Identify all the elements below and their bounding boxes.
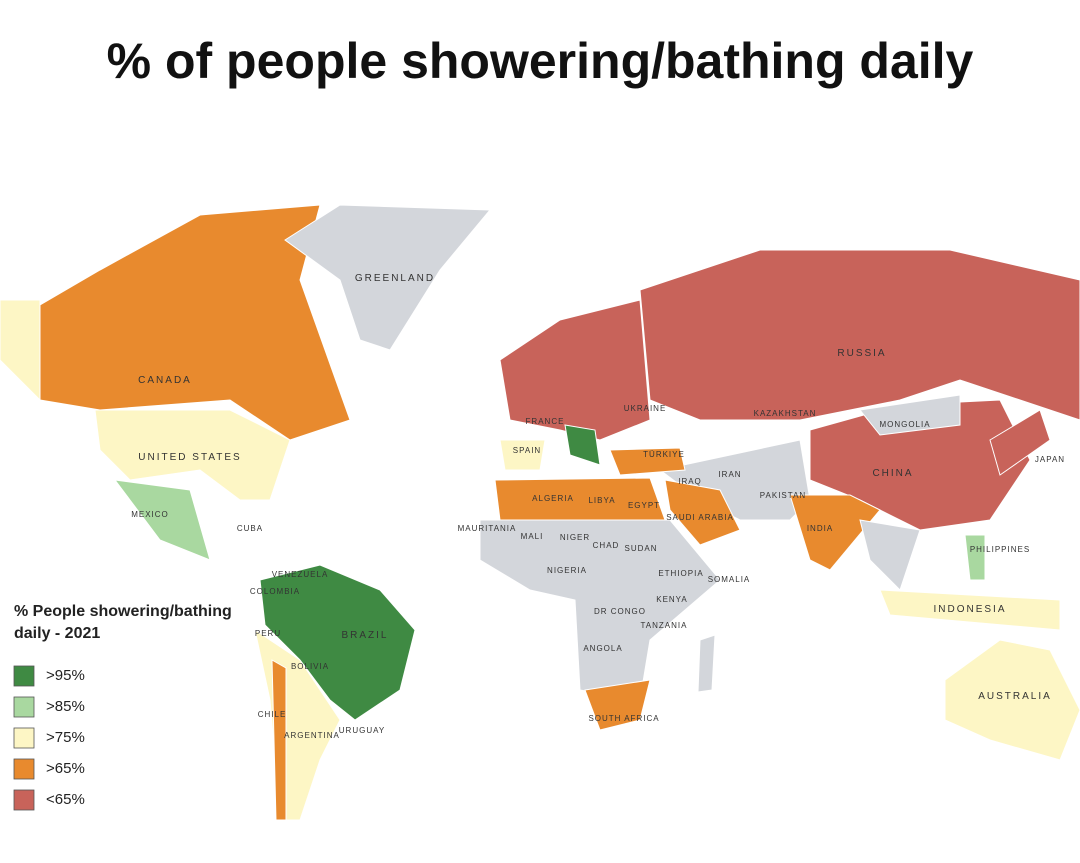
north-africa (494, 477, 666, 521)
country-label: RUSSIA (837, 348, 886, 359)
country-label: KAZAKHSTAN (754, 409, 817, 418)
country-label: ETHIOPIA (658, 569, 703, 578)
country-label: PAKISTAN (760, 491, 806, 500)
country-label: MEXICO (131, 510, 169, 519)
legend-title: daily - 2021 (14, 625, 100, 642)
country-label: AUSTRALIA (978, 691, 1052, 702)
country-label: IRAQ (678, 477, 702, 486)
country-label: URUGUAY (339, 726, 385, 735)
country-label: CHILE (258, 710, 287, 719)
greenland (284, 204, 492, 351)
brazil (259, 564, 416, 721)
country-label: ANGOLA (583, 644, 622, 653)
saudi-arabia (664, 479, 741, 546)
land (0, 204, 1080, 821)
map-title: % of people showering/bathing daily (107, 33, 974, 89)
madagascar (697, 634, 716, 693)
country-label: PERU (255, 629, 281, 638)
legend-title: % People showering/bathing (14, 603, 232, 620)
country-label: CUBA (237, 524, 263, 533)
indonesia (879, 589, 1061, 631)
country-labels: GREENLAND CANADA UNITED STATES MEXICO CUBA VE… (131, 273, 1065, 740)
legend: % People showering/bathing daily - 2021 >9… (13, 603, 232, 811)
legend-label: <65% (46, 791, 85, 808)
legend-label: >65% (46, 760, 85, 777)
mongolia (859, 394, 961, 436)
country-label: SPAIN (513, 446, 541, 455)
country-label: CHAD (593, 541, 620, 550)
legend-label: >75% (46, 729, 85, 746)
country-label: SOMALIA (708, 575, 751, 584)
country-label: KENYA (656, 595, 688, 604)
legend-swatch (13, 696, 35, 718)
country-label: SOUTH AFRICA (588, 714, 659, 723)
country-label: PHILIPPINES (970, 545, 1030, 554)
turkiye (609, 447, 686, 476)
country-label: TÜRKIYE (643, 450, 685, 459)
country-label: INDIA (807, 524, 833, 533)
mexico (113, 479, 211, 561)
country-label: BRAZIL (341, 630, 388, 641)
country-label: FRANCE (526, 417, 565, 426)
country-label: CHINA (872, 468, 913, 479)
legend-swatch (13, 727, 35, 749)
philippines (964, 534, 986, 581)
country-label: GREENLAND (355, 273, 435, 284)
country-label: JAPAN (1035, 455, 1065, 464)
country-label: SUDAN (624, 544, 657, 553)
country-label: UNITED STATES (138, 452, 241, 463)
country-label: ARGENTINA (284, 731, 340, 740)
india (789, 494, 881, 571)
italy (564, 424, 601, 466)
south-africa (584, 679, 651, 731)
country-label: TANZANIA (641, 621, 688, 630)
country-label: BOLIVIA (291, 662, 329, 671)
country-label: VENEZUELA (272, 570, 329, 579)
alaska (0, 299, 41, 402)
japan (989, 409, 1051, 476)
europe (499, 299, 651, 441)
country-label: SAUDI ARABIA (666, 513, 734, 522)
country-label: CANADA (138, 375, 192, 386)
chile (271, 659, 287, 821)
country-label: UKRAINE (624, 404, 667, 413)
legend-swatch (13, 789, 35, 811)
united-states (94, 409, 291, 501)
southeast-asia (859, 519, 921, 591)
country-label: IRAN (718, 470, 741, 479)
country-label: ALGERIA (532, 494, 574, 503)
country-label: LIBYA (588, 496, 615, 505)
country-label: DR CONGO (594, 607, 646, 616)
country-label: COLOMBIA (250, 587, 300, 596)
legend-label: >85% (46, 698, 85, 715)
legend-swatch (13, 758, 35, 780)
country-label: MALI (521, 532, 544, 541)
country-label: MONGOLIA (879, 420, 930, 429)
spain (499, 439, 546, 471)
canada (39, 204, 351, 441)
country-label: MAURITANIA (458, 524, 517, 533)
country-label: NIGER (560, 533, 590, 542)
australia (944, 639, 1080, 761)
legend-swatch (13, 665, 35, 687)
country-label: INDONESIA (933, 604, 1006, 615)
russia (639, 249, 1080, 421)
country-label: EGYPT (628, 501, 660, 510)
country-label: NIGERIA (547, 566, 587, 575)
legend-label: >95% (46, 667, 85, 684)
